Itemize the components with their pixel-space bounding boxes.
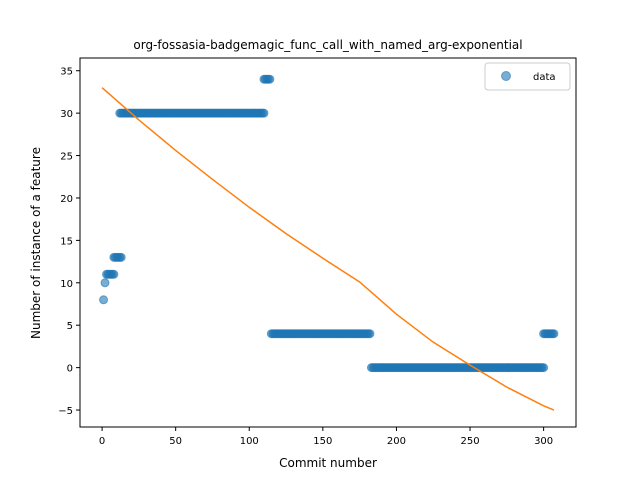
data-point	[259, 108, 269, 118]
data-point	[365, 329, 375, 339]
legend-marker	[501, 71, 511, 81]
x-axis-label: Commit number	[279, 456, 377, 470]
y-tick-label: 35	[60, 67, 73, 78]
x-tick-label: 100	[240, 436, 259, 447]
plot-frame	[79, 57, 577, 428]
y-tick-label: 25	[60, 152, 73, 163]
x-tick-label: 150	[313, 436, 332, 447]
y-tick-label: 30	[60, 109, 73, 120]
fit-line	[101, 87, 555, 411]
data-point	[116, 252, 126, 262]
y-tick-label: 10	[60, 279, 73, 290]
y-tick-label: −5	[58, 406, 73, 417]
y-tick-label: 5	[67, 321, 73, 332]
axis-ticks: 0 50 100 150 200 250 300 −5 0 5 10 15 20 25 30 35	[58, 67, 553, 447]
x-tick-label: 50	[169, 436, 182, 447]
y-tick-label: 15	[60, 236, 73, 247]
legend-label: data	[533, 72, 556, 83]
x-tick-label: 300	[534, 436, 553, 447]
data-point	[539, 363, 549, 373]
y-tick-label: 0	[67, 364, 73, 375]
x-tick-label: 0	[99, 436, 105, 447]
data-point	[109, 269, 119, 279]
data-point	[265, 74, 275, 84]
legend: data	[484, 62, 571, 91]
y-tick-label: 20	[60, 194, 73, 205]
data-point	[549, 329, 559, 339]
legend-box	[484, 62, 571, 91]
x-tick-label: 200	[387, 436, 406, 447]
data-point	[99, 295, 109, 305]
data-point	[100, 278, 110, 288]
plot-marks	[99, 74, 559, 411]
y-axis-label: Number of instance of a feature	[29, 147, 43, 339]
x-tick-label: 250	[460, 436, 479, 447]
chart-title: org-fossasia-badgemagic_func_call_with_n…	[133, 38, 522, 52]
